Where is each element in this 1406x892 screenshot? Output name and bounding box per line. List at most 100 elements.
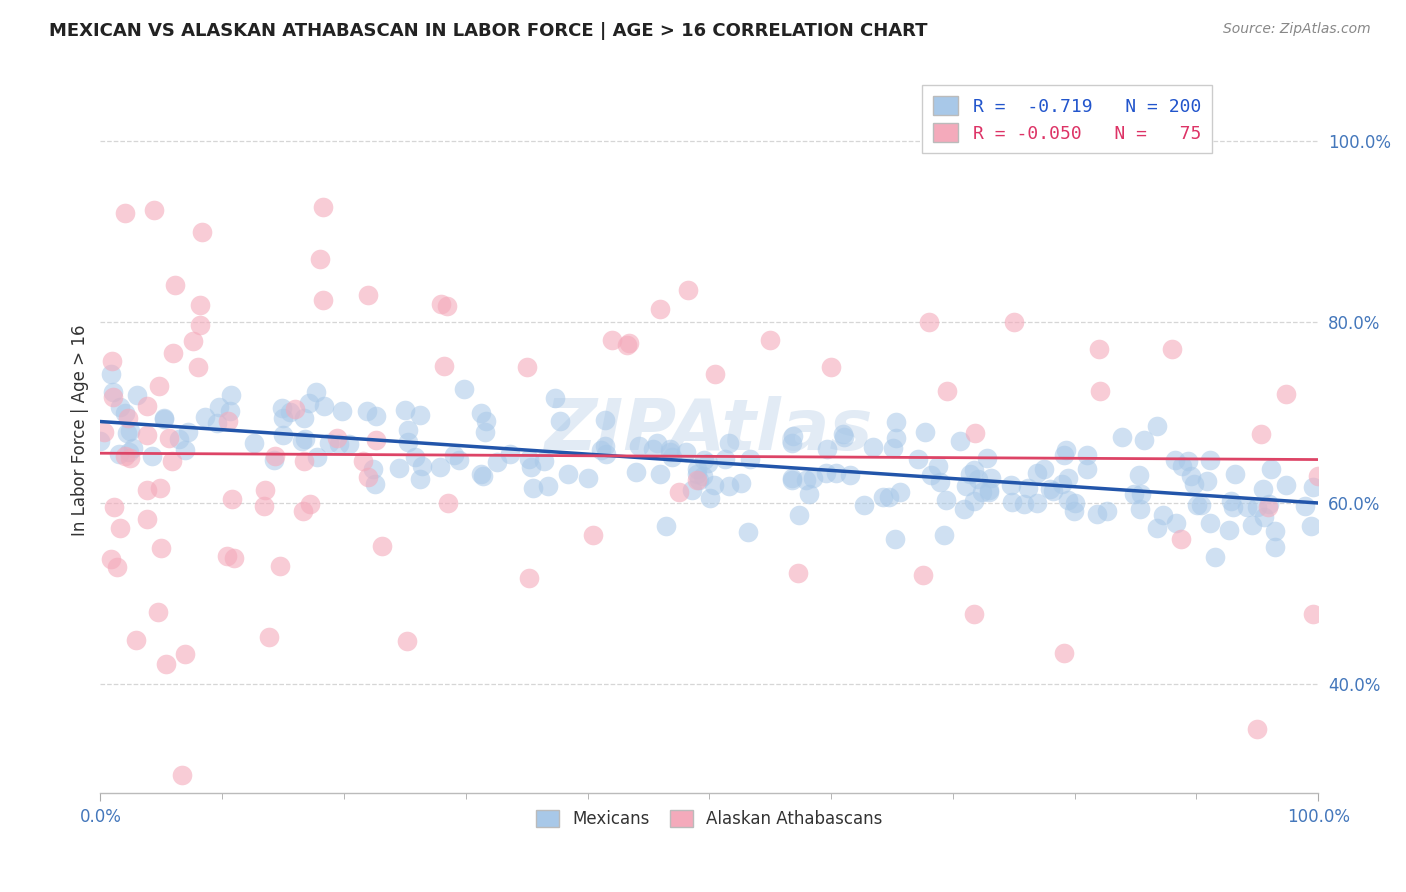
Text: ZIPAtlas: ZIPAtlas [546, 396, 873, 465]
Point [135, 428, 157, 442]
Point [1054, 442, 1077, 457]
Point [520, 459, 543, 474]
Point [1294, 499, 1316, 513]
Point [976, 450, 998, 465]
Point [352, 453, 374, 467]
Point [883, 533, 905, 547]
Point [1180, 469, 1202, 483]
Point [1025, 467, 1047, 481]
Point [576, 471, 599, 485]
Point [141, 449, 163, 463]
Point [433, 359, 456, 373]
Point [1275, 387, 1298, 401]
Point [1129, 487, 1152, 501]
Point [738, 452, 761, 467]
Point [1025, 496, 1047, 510]
Point [1064, 496, 1087, 510]
Point [292, 504, 315, 518]
Point [1053, 646, 1076, 660]
Point [628, 439, 651, 453]
Point [1122, 487, 1144, 501]
Point [437, 496, 460, 510]
Point [474, 414, 496, 428]
Point [1050, 477, 1073, 491]
Point [1246, 500, 1268, 515]
Point [194, 409, 217, 424]
Point [308, 252, 330, 266]
Point [1264, 524, 1286, 538]
Point [516, 360, 538, 375]
Point [101, 385, 124, 400]
Point [1171, 458, 1194, 473]
Point [681, 483, 703, 498]
Point [814, 466, 837, 480]
Point [1085, 507, 1108, 521]
Point [1063, 504, 1085, 518]
Point [962, 463, 984, 477]
Point [1161, 342, 1184, 356]
Point [853, 498, 876, 512]
Point [1170, 533, 1192, 547]
Point [188, 318, 211, 332]
Point [617, 336, 640, 351]
Point [294, 432, 316, 446]
Point [1056, 492, 1078, 507]
Point [1198, 516, 1220, 530]
Point [820, 360, 842, 375]
Point [1033, 461, 1056, 475]
Point [1185, 498, 1208, 512]
Point [1146, 521, 1168, 535]
Point [263, 453, 285, 467]
Point [1039, 482, 1062, 496]
Point [557, 467, 579, 482]
Point [616, 337, 638, 351]
Point [163, 277, 186, 292]
Point [152, 412, 174, 426]
Point [1052, 448, 1074, 462]
Point [366, 409, 388, 424]
Text: Source: ZipAtlas.com: Source: ZipAtlas.com [1223, 22, 1371, 37]
Point [253, 483, 276, 498]
Point [263, 450, 285, 464]
Point [125, 632, 148, 647]
Point [471, 469, 494, 483]
Point [411, 458, 433, 473]
Point [686, 473, 709, 487]
Point [217, 414, 239, 428]
Point [157, 431, 180, 445]
Point [1308, 468, 1330, 483]
Point [686, 467, 709, 481]
Point [271, 428, 294, 442]
Point [364, 433, 387, 447]
Point [100, 551, 122, 566]
Point [1197, 474, 1219, 488]
Point [912, 567, 935, 582]
Point [759, 333, 782, 347]
Point [914, 425, 936, 440]
Point [959, 467, 981, 482]
Point [280, 405, 302, 419]
Point [699, 491, 721, 505]
Point [292, 411, 315, 425]
Point [114, 449, 136, 463]
Point [595, 447, 617, 461]
Point [1253, 509, 1275, 524]
Point [101, 353, 124, 368]
Point [172, 767, 194, 781]
Point [100, 367, 122, 381]
Point [1128, 467, 1150, 482]
Point [970, 485, 993, 500]
Point [787, 508, 810, 522]
Point [1017, 481, 1039, 495]
Point [907, 451, 929, 466]
Point [963, 607, 986, 622]
Point [429, 460, 451, 475]
Point [1222, 500, 1244, 514]
Point [1251, 482, 1274, 496]
Point [678, 283, 700, 297]
Point [271, 411, 294, 425]
Point [1057, 471, 1080, 485]
Point [167, 432, 190, 446]
Point [548, 414, 571, 428]
Point [889, 485, 911, 500]
